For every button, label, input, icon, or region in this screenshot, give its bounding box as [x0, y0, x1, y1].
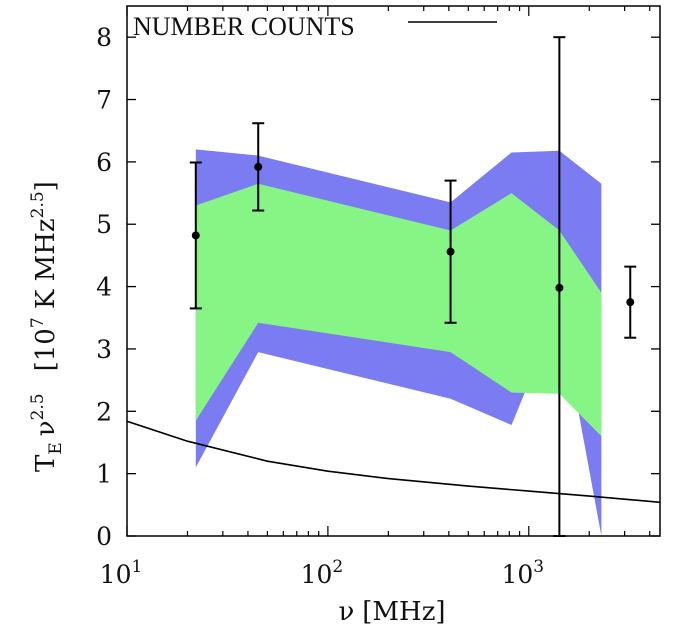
y-tick-label-2: 2	[96, 397, 112, 426]
x-axis-unit: [MHz]	[362, 597, 445, 627]
x-tick-label-10: 101	[100, 557, 143, 589]
y-tick-labels: 0 1 2 3 4 5 6 7 8	[96, 23, 112, 551]
inner-band	[195, 183, 602, 437]
x-tick-label-100: 102	[301, 557, 344, 589]
y-tick-label-4: 4	[96, 273, 112, 302]
data-point-3	[555, 283, 564, 292]
y-tick-label-0: 0	[96, 522, 112, 551]
data-points-group	[189, 36, 637, 537]
y-axis-label: TEν2.5[107 K MHz2.5]	[28, 181, 66, 472]
y-label-unit-mid: K MHz	[31, 218, 61, 317]
y-tick-label-1: 1	[96, 460, 112, 489]
data-point-2	[446, 247, 455, 256]
number-counts-curve	[126, 420, 661, 504]
data-point-0	[191, 231, 200, 240]
x-axis-symbol: ν	[338, 597, 354, 627]
plot-frame	[126, 5, 661, 537]
uncertainty-bands	[195, 149, 602, 536]
data-point-1	[254, 162, 263, 171]
y-label-unit-exp: 7	[28, 317, 48, 328]
y-label-nu: ν	[31, 420, 61, 436]
y-tick-label-7: 7	[96, 86, 112, 115]
y-label-sub: E	[46, 442, 66, 454]
y-tick-label-6: 6	[96, 148, 112, 177]
y-tick-label-5: 5	[96, 210, 112, 239]
data-point-4	[626, 298, 635, 307]
x-tick-exp-100: 2	[332, 557, 343, 577]
x-tick-base-10: 10	[100, 560, 132, 589]
y-tick-label-8: 8	[96, 23, 112, 52]
y-label-unit-exp2: 2.5	[28, 191, 48, 218]
number-counts-curve-group	[126, 420, 661, 504]
y-tick-label-3: 3	[96, 335, 112, 364]
x-tick-base-100: 10	[301, 560, 333, 589]
x-tick-labels: 101 102 103	[100, 557, 544, 589]
x-tick-base-1000: 10	[501, 560, 533, 589]
tick-marks	[126, 6, 660, 537]
y-label-exp: 2.5	[28, 393, 48, 420]
x-axis-label: ν [MHz]	[338, 597, 445, 627]
legend-label: NUMBER COUNTS	[133, 12, 355, 41]
x-tick-exp-1000: 3	[533, 557, 544, 577]
x-tick-exp-10: 1	[131, 557, 142, 577]
legend: NUMBER COUNTS	[133, 12, 497, 41]
y-label-unit-close: ]	[31, 181, 61, 191]
x-tick-label-1000: 103	[501, 557, 544, 589]
y-label-lead: T	[31, 454, 61, 472]
y-label-unit-open: [10	[31, 328, 61, 371]
